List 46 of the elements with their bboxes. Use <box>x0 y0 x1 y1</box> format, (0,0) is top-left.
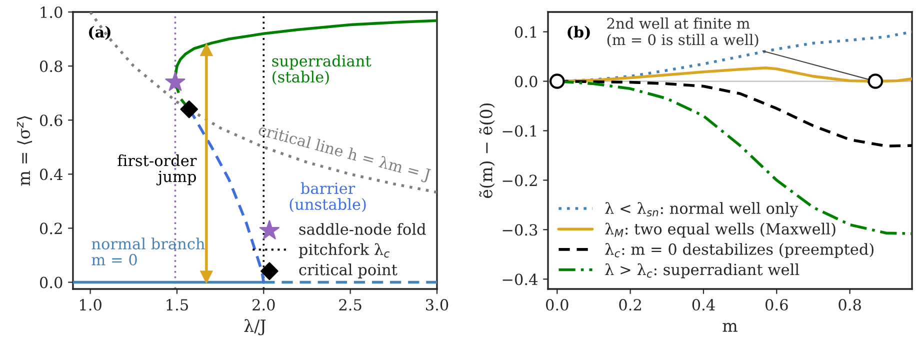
point <box>180 100 198 118</box>
point <box>200 270 213 284</box>
annotation: (a) <box>88 26 110 40</box>
annotation: 2nd well at finite m (m = 0 is still a well) <box>607 18 758 48</box>
annotation: barrier (unstable) <box>290 182 366 212</box>
ref-line-label: pitchfork λ$_{c}$ <box>298 243 390 258</box>
annotation: first-order jump <box>118 154 197 186</box>
y-axis-title: ẽ(m) − ẽ(0) <box>479 103 495 198</box>
y-tick-label: 1.0 <box>40 6 62 18</box>
annotation: normal branch m = 0 <box>92 238 205 266</box>
line-series <box>88 12 437 194</box>
y-tick-label: 0.4 <box>40 168 62 180</box>
x-axis-title: m <box>722 322 738 332</box>
legend-label: λ > λ$_{c}$: superradiant well <box>605 263 800 278</box>
legend-label: critical point <box>299 264 398 278</box>
legend-label: λ < λ$_{sn}$: normal well only <box>605 202 798 218</box>
annotation: superradiant (stable) <box>272 54 372 85</box>
y-tick-label: −0.3 <box>502 224 538 236</box>
x-tick-label: 0.2 <box>619 299 641 311</box>
y-tick-label: 0.1 <box>514 26 536 38</box>
y-tick-label: −0.1 <box>502 125 536 137</box>
y-tick-label: 0.6 <box>40 114 62 126</box>
legend-label: λ$_{M}$: two equal wells (Maxwell) <box>605 222 836 238</box>
legend-label: saddle-node fold <box>299 223 426 235</box>
x-tick-label: 0.8 <box>838 299 861 311</box>
point <box>200 44 213 56</box>
y-axis-title: m = ⟨σ$^{z}$⟩ <box>17 116 32 186</box>
point <box>165 72 186 91</box>
annotation: critical line h = λm = J <box>257 123 432 184</box>
y-tick-label: 0.0 <box>514 76 538 88</box>
legend-label: λ$_{c}$: m = 0 destabilizes (preempted) <box>605 243 874 258</box>
x-tick-label: 1.5 <box>166 299 188 311</box>
x-tick-label: 3.0 <box>426 299 448 311</box>
x-tick-label: 2.5 <box>339 299 362 311</box>
x-tick-label: 0.0 <box>546 299 568 311</box>
y-tick-label: −0.4 <box>502 274 538 286</box>
y-tick-label: −0.2 <box>502 174 537 186</box>
y-tick-label: 0.2 <box>40 222 62 234</box>
x-axis-title: λ/J <box>244 319 266 336</box>
y-tick-label: 0.0 <box>40 276 62 288</box>
x-tick-label: 1.0 <box>80 299 102 311</box>
x-tick-label: 0.4 <box>692 299 715 311</box>
y-tick-label: 0.8 <box>40 60 62 72</box>
x-tick-label: 2.0 <box>252 299 275 311</box>
annotation: (b) <box>568 26 590 40</box>
x-tick-label: 0.6 <box>766 299 788 311</box>
